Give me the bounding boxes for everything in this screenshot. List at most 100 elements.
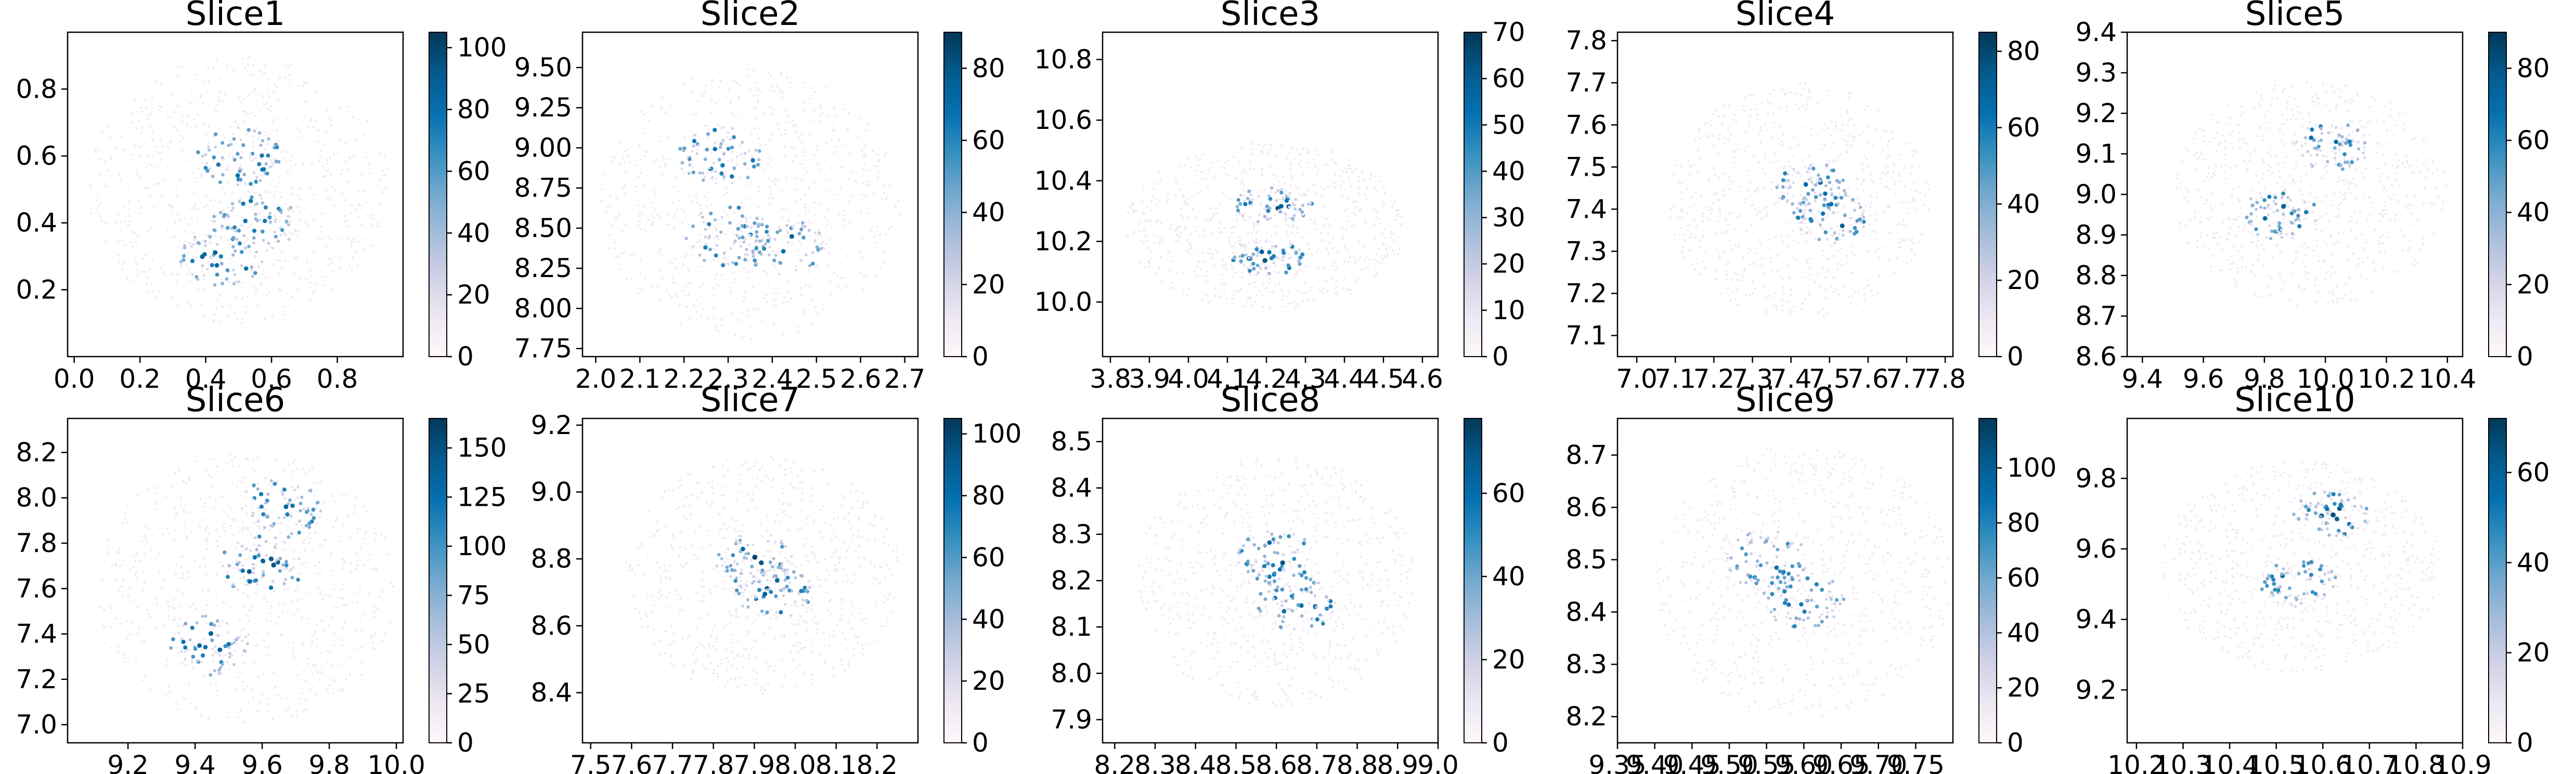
background-point — [1730, 278, 1733, 281]
background-point — [1798, 107, 1801, 110]
background-point — [146, 154, 149, 157]
background-point — [189, 606, 192, 609]
background-point — [1284, 182, 1286, 185]
background-point — [2398, 184, 2400, 187]
scatter-points — [599, 68, 901, 340]
background-point — [1139, 261, 1142, 264]
background-point — [2409, 239, 2411, 242]
background-point — [1223, 227, 1226, 229]
background-point — [829, 179, 831, 182]
background-point — [795, 265, 797, 268]
background-point — [1764, 215, 1767, 218]
background-point — [1354, 214, 1356, 217]
background-point — [2314, 123, 2317, 126]
background-point — [1290, 301, 1292, 304]
background-point — [1790, 288, 1793, 291]
background-point — [1686, 188, 1689, 190]
background-point — [740, 220, 742, 223]
background-point — [299, 210, 301, 213]
background-point — [783, 296, 786, 299]
expression-point — [1792, 181, 1795, 185]
background-point — [747, 277, 750, 280]
expression-point — [1257, 195, 1260, 198]
background-point — [773, 266, 776, 269]
y-tick-label: 8.25 — [514, 253, 572, 283]
expression-point — [746, 253, 749, 256]
background-point — [1187, 203, 1190, 206]
background-point — [2201, 158, 2204, 161]
background-point — [203, 502, 206, 504]
expression-point — [221, 227, 224, 230]
expression-point — [232, 268, 235, 272]
background-point — [2257, 254, 2260, 256]
expression-point — [816, 248, 820, 252]
expression-point — [787, 241, 790, 244]
background-point — [379, 202, 381, 205]
expression-point — [287, 215, 290, 218]
background-point — [828, 252, 831, 254]
background-point — [606, 205, 610, 208]
background-point — [781, 207, 784, 210]
background-point — [876, 153, 879, 156]
background-point — [304, 221, 307, 224]
background-point — [762, 237, 765, 240]
background-point — [1312, 183, 1314, 186]
background-point — [255, 127, 258, 129]
expression-point — [206, 268, 209, 271]
background-point — [2320, 230, 2323, 232]
background-point — [1866, 279, 1869, 281]
background-point — [610, 224, 613, 227]
background-point — [193, 192, 196, 194]
background-point — [625, 278, 628, 281]
background-point — [1268, 265, 1271, 268]
background-point — [266, 101, 268, 104]
background-point — [700, 208, 703, 211]
background-point — [298, 277, 301, 280]
background-point — [99, 202, 102, 204]
background-point — [804, 203, 807, 205]
expression-point — [746, 176, 750, 179]
background-point — [2326, 243, 2328, 246]
background-point — [1755, 252, 1758, 255]
background-point — [1127, 211, 1129, 214]
background-point — [350, 243, 353, 245]
background-point — [236, 296, 238, 299]
expression-point — [1268, 196, 1273, 201]
background-point — [703, 327, 705, 330]
background-point — [778, 177, 780, 180]
background-point — [268, 654, 270, 657]
expression-point — [756, 225, 760, 228]
x-tick-label: 9.8 — [2244, 364, 2285, 394]
background-point — [1243, 305, 1246, 308]
background-point — [1814, 238, 1817, 241]
background-point — [2236, 123, 2238, 126]
background-point — [143, 640, 146, 642]
background-point — [678, 304, 681, 306]
background-point — [785, 76, 788, 79]
background-point — [148, 268, 151, 271]
expression-point — [1801, 203, 1804, 206]
background-point — [1268, 307, 1271, 310]
background-point — [894, 205, 897, 208]
expression-point — [765, 230, 769, 234]
expression-point — [2260, 196, 2263, 199]
background-point — [2269, 166, 2272, 168]
expression-point — [1796, 171, 1800, 174]
background-point — [1225, 264, 1227, 267]
background-point — [1224, 173, 1227, 175]
background-point — [2405, 160, 2408, 162]
expression-point — [1294, 198, 1297, 201]
background-point — [205, 526, 209, 528]
background-point — [247, 685, 249, 688]
expression-point — [1251, 198, 1254, 201]
background-point — [658, 165, 661, 168]
background-point — [102, 625, 105, 627]
colorbar-tick-label: 80 — [2517, 53, 2550, 83]
background-point — [1728, 176, 1730, 178]
expression-point — [1792, 211, 1796, 215]
expression-point — [1862, 225, 1866, 229]
background-point — [270, 110, 273, 112]
background-point — [1269, 200, 1272, 203]
background-point — [227, 505, 230, 507]
background-point — [1255, 231, 1258, 234]
